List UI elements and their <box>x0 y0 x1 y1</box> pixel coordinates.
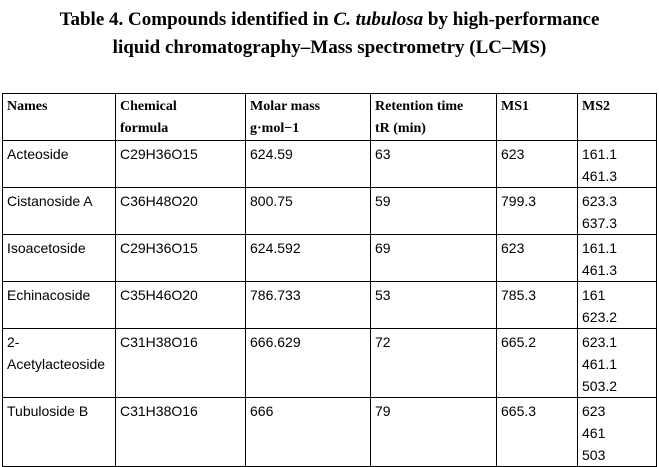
cell-ms2: 161 623.2 <box>577 281 657 329</box>
table-row: Isoacetoside C29H36O15 624.592 69 623 16… <box>2 234 657 282</box>
compounds-table: Names Chemical formula Molar mass g·mol−1 … <box>2 93 657 467</box>
table-row: Echinacoside C35H46O20 786.733 53 785.3 … <box>2 281 657 329</box>
cell-formula: C31H38O16 <box>115 397 246 467</box>
cell-molar-mass: 624.59 <box>245 140 371 188</box>
header-molar-mass: Molar mass g·mol−1 <box>245 93 371 141</box>
cell-ms2: 161.1 461.3 <box>577 140 657 188</box>
cell-ms2: 623 461 503 <box>577 397 657 467</box>
header-row: Names Chemical formula Molar mass g·mol−1 … <box>2 93 657 141</box>
caption-line-1: Table 4. Compounds identified in C. tubu… <box>0 6 659 34</box>
cell-molar-mass: 666 <box>245 397 371 467</box>
cell-molar-mass: 624.592 <box>245 234 371 282</box>
cell-retention-time: 69 <box>370 234 497 282</box>
header-chemical-formula: Chemical formula <box>115 93 246 141</box>
cell-ms1: 785.3 <box>496 281 578 329</box>
cell-ms1: 623 <box>496 234 578 282</box>
cell-retention-time: 53 <box>370 281 497 329</box>
cell-formula: C35H46O20 <box>115 281 246 329</box>
caption-line-2: liquid chromatography–Mass spectrometry … <box>112 37 547 58</box>
table-row: 2- Acetylacteoside C31H38O16 666.629 72 6… <box>2 328 657 398</box>
cell-formula: C29H36O15 <box>115 234 246 282</box>
cell-formula: C29H36O15 <box>115 140 246 188</box>
cell-retention-time: 79 <box>370 397 497 467</box>
cell-ms1: 665.2 <box>496 328 578 398</box>
table-row: Tubuloside B C31H38O16 666 79 665.3 623 4… <box>2 397 657 467</box>
caption-suffix: by high-performance <box>423 9 600 30</box>
table-row: Cistanoside A C36H48O20 800.75 59 799.3 … <box>2 187 657 235</box>
cell-name: Cistanoside A <box>2 187 116 235</box>
cell-ms1: 665.3 <box>496 397 578 467</box>
cell-formula: C36H48O20 <box>115 187 246 235</box>
cell-ms1: 799.3 <box>496 187 578 235</box>
caption-species: C. tubulosa <box>333 9 424 30</box>
cell-molar-mass: 800.75 <box>245 187 371 235</box>
header-names: Names <box>2 93 116 141</box>
header-ms1: MS1 <box>496 93 578 141</box>
table-row: Acteoside C29H36O15 624.59 63 623 161.1 4… <box>2 140 657 188</box>
cell-name: Tubuloside B <box>2 397 116 467</box>
cell-retention-time: 72 <box>370 328 497 398</box>
cell-ms1: 623 <box>496 140 578 188</box>
cell-formula: C31H38O16 <box>115 328 246 398</box>
cell-name: Isoacetoside <box>2 234 116 282</box>
cell-name: 2- Acetylacteoside <box>2 328 116 398</box>
cell-ms2: 623.1 461.1 503.2 <box>577 328 657 398</box>
cell-molar-mass: 666.629 <box>245 328 371 398</box>
cell-name: Acteoside <box>2 140 116 188</box>
header-retention-time: Retention time tR (min) <box>370 93 497 141</box>
header-ms2: MS2 <box>577 93 657 141</box>
cell-retention-time: 59 <box>370 187 497 235</box>
cell-name: Echinacoside <box>2 281 116 329</box>
table-caption: Table 4. Compounds identified in C. tubu… <box>0 6 659 62</box>
cell-ms2: 623.3 637.3 <box>577 187 657 235</box>
caption-prefix: Table 4. Compounds identified in <box>59 9 334 30</box>
cell-molar-mass: 786.733 <box>245 281 371 329</box>
cell-ms2: 161.1 461.3 <box>577 234 657 282</box>
cell-retention-time: 63 <box>370 140 497 188</box>
